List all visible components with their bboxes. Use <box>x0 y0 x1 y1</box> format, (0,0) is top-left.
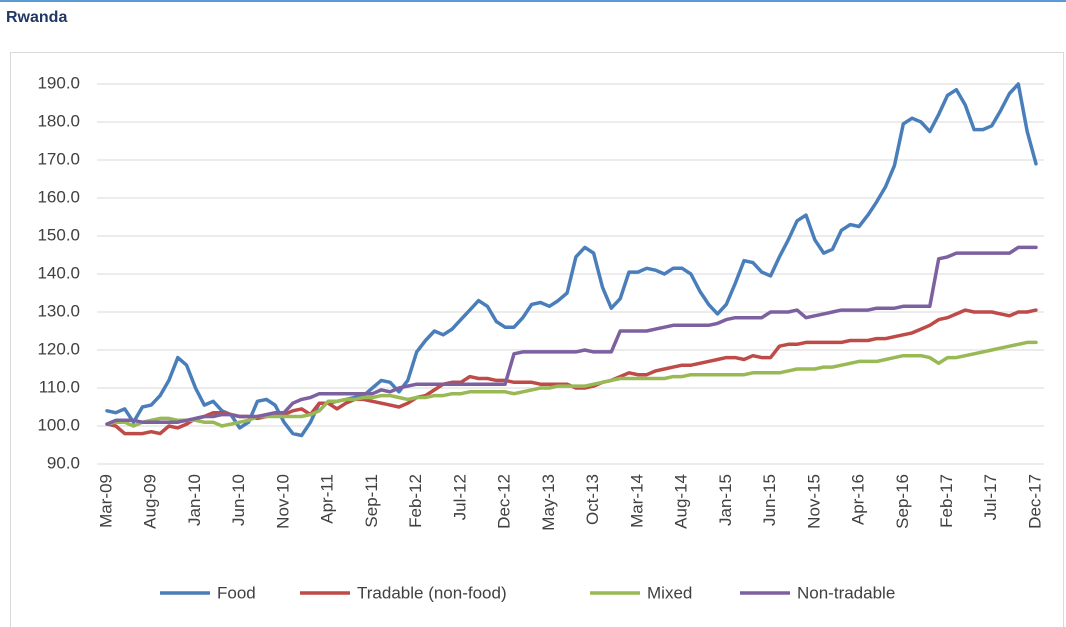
y-tick-label: 100.0 <box>37 415 80 434</box>
y-tick-label: 130.0 <box>37 301 80 320</box>
x-tick-label: Jul-17 <box>981 474 1000 520</box>
y-tick-label: 160.0 <box>37 187 80 206</box>
page-title: Rwanda <box>6 9 68 26</box>
y-tick-label: 110.0 <box>39 377 80 396</box>
x-tick-label: Sep-11 <box>362 474 381 528</box>
x-tick-label: Jan-10 <box>185 474 204 526</box>
x-tick-label: Dec-17 <box>1025 474 1044 529</box>
x-tick-label: Jun-10 <box>229 474 248 526</box>
x-tick-label: Jul-12 <box>450 474 469 520</box>
x-tick-label: Feb-17 <box>937 474 956 528</box>
x-tick-label: Aug-14 <box>672 474 691 529</box>
y-tick-label: 150.0 <box>37 225 80 244</box>
y-tick-label: 190.0 <box>37 73 80 92</box>
y-tick-label: 170.0 <box>37 149 80 168</box>
x-tick-label: Nov-10 <box>273 474 292 529</box>
x-tick-label: Mar-09 <box>96 474 115 528</box>
x-tick-label: Apr-16 <box>849 474 868 525</box>
legend-label: Tradable (non-food) <box>357 583 507 602</box>
series-line <box>105 245 1038 426</box>
x-tick-label: Apr-11 <box>318 474 337 524</box>
x-tick-label: May-13 <box>539 474 558 531</box>
series-line <box>105 82 1038 438</box>
x-tick-label: Dec-12 <box>495 474 514 529</box>
x-tick-label: Nov-15 <box>804 474 823 529</box>
legend-label: Non-tradable <box>797 583 895 602</box>
top-rule <box>0 0 1066 2</box>
x-tick-label: Oct-13 <box>583 474 602 525</box>
legend-label: Mixed <box>647 583 692 602</box>
chart-frame <box>10 52 1064 627</box>
y-tick-label: 180.0 <box>37 111 80 130</box>
x-tick-label: Feb-12 <box>406 474 425 528</box>
y-tick-label: 90.0 <box>47 453 80 472</box>
x-tick-label: Aug-09 <box>141 474 160 529</box>
y-tick-label: 140.0 <box>37 263 80 282</box>
x-tick-label: Sep-16 <box>893 474 912 529</box>
x-tick-label: Mar-14 <box>627 474 646 528</box>
x-tick-label: Jun-15 <box>760 474 779 526</box>
legend-label: Food <box>217 583 256 602</box>
x-tick-label: Jan-15 <box>716 474 735 526</box>
y-tick-label: 120.0 <box>37 339 80 358</box>
